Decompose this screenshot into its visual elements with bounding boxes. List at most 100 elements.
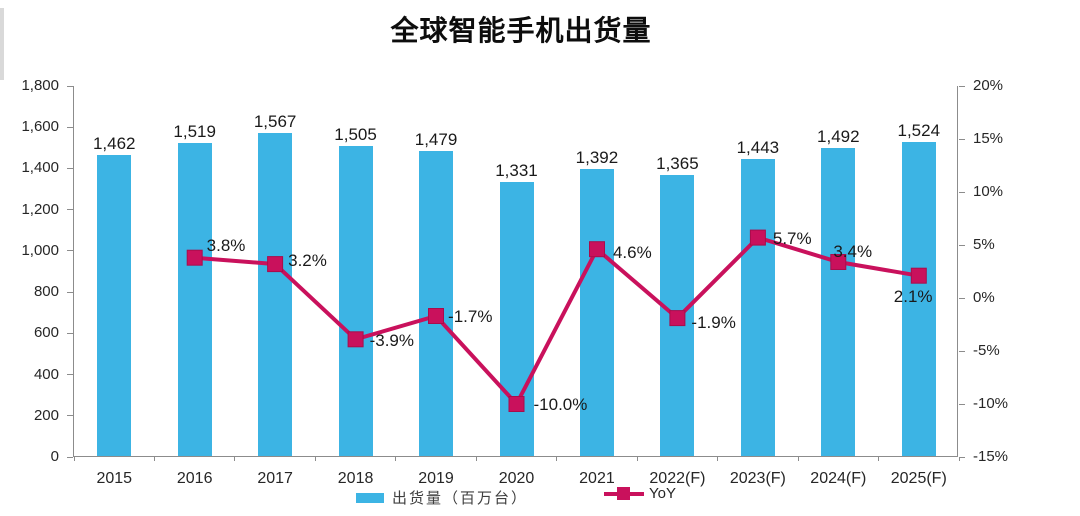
chart-title: 全球智能手机出货量 — [390, 15, 652, 46]
left-axis-tick — [67, 209, 73, 211]
y-axis-right-label: 5% — [973, 236, 995, 253]
bar-2021 — [579, 169, 614, 456]
x-axis-year-label: 2019 — [418, 470, 454, 487]
y-axis-left-label: 0 — [50, 448, 59, 465]
y-axis-right-label: -15% — [973, 448, 1009, 465]
yoy-marker — [749, 229, 766, 246]
y-axis-left-label: 400 — [33, 365, 59, 383]
yoy-marker — [508, 396, 525, 412]
bar-value-label: 1,524 — [897, 120, 941, 140]
x-axis-year-label: 2023(F) — [729, 470, 786, 487]
x-axis-tick — [556, 457, 558, 461]
x-axis-year-label: 2024(F) — [810, 470, 867, 487]
yoy-value-label: 3.2% — [288, 251, 327, 271]
y-axis-left-label: 200 — [33, 406, 59, 424]
bar-value-label: 1,519 — [173, 121, 216, 141]
yoy-value-label: -1.7% — [448, 307, 493, 327]
yoy-value-label: -3.9% — [369, 331, 414, 351]
yoy-value-label: 5.7% — [772, 228, 812, 248]
x-axis-year-label: 2016 — [176, 470, 213, 487]
left-axis-tick — [67, 250, 73, 252]
x-axis-year-label: 2021 — [579, 470, 615, 487]
plot-area: 0 200 400 600 800 1,000 1,200 1,400 1,600 1,800 -1… — [21, 77, 1008, 487]
legend-shipments-label: 出货量（百万台） — [392, 491, 529, 507]
x-axis-year-label: 2020 — [498, 470, 535, 487]
right-axis-tick — [959, 191, 965, 193]
bar-value-label: 1,505 — [334, 124, 377, 144]
yoy-marker — [669, 310, 686, 327]
bar-value-label: 1,567 — [253, 112, 297, 132]
bar-2015 — [97, 154, 132, 456]
x-axis-year-label: 2025(F) — [890, 470, 947, 487]
y-axis-right-label: 0% — [973, 289, 995, 306]
yoy-value-label: 3.4% — [833, 241, 873, 261]
left-axis-tick — [67, 291, 73, 293]
bar-value-label: 1,331 — [495, 160, 538, 180]
right-axis-tick — [959, 85, 965, 87]
bar-2017 — [258, 133, 293, 456]
legend-item-shipments: 出货量（百万台） — [356, 487, 528, 508]
yoy-value-label: 3.8% — [206, 235, 246, 255]
left-axis-tick — [67, 456, 73, 458]
y-axis-left-label: 1,000 — [21, 241, 59, 259]
right-axis-tick — [959, 403, 965, 405]
x-axis-year-label: 2018 — [337, 470, 374, 487]
x-axis-tick — [395, 457, 397, 461]
bar-value-label: 1,492 — [817, 127, 860, 147]
right-axis-tick — [959, 350, 965, 352]
yoy-value-label: 4.6% — [612, 243, 652, 263]
y-axis-right-label: -10% — [973, 395, 1009, 412]
yoy-marker — [910, 267, 927, 284]
y-axis-left-label: 600 — [33, 324, 59, 342]
y-axis-right-label: 20% — [973, 77, 1004, 94]
bar-2025(F) — [901, 141, 936, 456]
right-axis-tick — [959, 297, 965, 299]
yoy-marker — [267, 256, 284, 273]
legend-shipments-swatch — [356, 492, 384, 503]
y-axis-right-label: 10% — [973, 183, 1004, 200]
bar-value-label: 1,392 — [575, 148, 619, 168]
y-axis-right-label: 15% — [973, 130, 1004, 147]
x-axis-tick — [314, 457, 316, 461]
bar-value-label: 1,462 — [92, 133, 136, 153]
yoy-marker — [589, 241, 605, 258]
legend-yoy-square-icon — [617, 486, 630, 500]
yoy-marker — [186, 249, 203, 266]
x-axis-tick — [878, 457, 880, 461]
x-axis-tick — [958, 457, 960, 461]
left-axis-tick — [67, 332, 73, 334]
legend-item-yoy: YoY — [604, 485, 676, 502]
legend-yoy-label: YoY — [649, 485, 676, 502]
yoy-value-label: -1.9% — [691, 313, 736, 333]
y-axis-left-label: 1,600 — [21, 118, 59, 136]
yoy-marker — [347, 331, 364, 348]
x-axis-year-label: 2022(F) — [649, 470, 706, 487]
bar-2023(F) — [740, 158, 775, 456]
x-axis-tick — [475, 457, 477, 461]
x-axis-tick — [153, 457, 155, 461]
left-axis-tick — [67, 126, 73, 128]
x-axis-tick — [73, 457, 75, 461]
left-axis-tick — [67, 374, 73, 376]
left-edge-artifact — [0, 8, 4, 80]
x-axis-year-label: 2017 — [257, 470, 293, 487]
y-axis-left-label: 1,400 — [21, 159, 59, 177]
bar-value-label: 1,479 — [414, 130, 458, 150]
y-axis-left-label: 800 — [33, 283, 59, 301]
yoy-line — [194, 235, 920, 408]
yoy-marker — [830, 254, 847, 270]
legend-yoy-marker — [604, 486, 644, 501]
y-axis-right-label: -5% — [973, 342, 1000, 359]
bar-2019 — [419, 151, 454, 456]
left-axis-tick — [67, 85, 73, 87]
y-axis-left-label: 1,200 — [21, 200, 59, 218]
x-axis-tick — [797, 457, 799, 461]
y-axis-left-label: 1,800 — [21, 77, 59, 94]
x-axis-tick — [234, 457, 236, 461]
left-axis-tick — [67, 415, 73, 417]
right-axis-tick — [959, 456, 965, 458]
bar-value-label: 1,365 — [656, 153, 699, 173]
yoy-marker — [428, 308, 444, 324]
yoy-value-label: 2.1% — [893, 286, 933, 306]
